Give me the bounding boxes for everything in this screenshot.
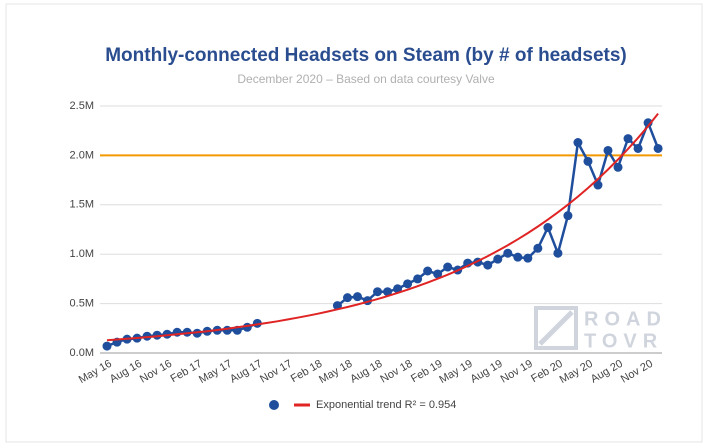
data-point [373,287,383,297]
trend-line [106,112,659,342]
data-point [433,269,443,279]
data-point [102,341,112,351]
data-point [403,279,413,289]
data-point [563,211,573,221]
watermark: ROAD TOVR [534,306,667,352]
watermark-logo [538,310,574,346]
watermark-logo [534,306,578,350]
data-point [613,162,623,172]
data-point [643,118,653,128]
data-point [593,180,603,190]
watermark-text: TOVR [584,330,663,352]
y-tick-label: 2.0M [70,149,94,161]
y-tick-label: 0.5M [70,298,94,310]
y-tick-label: 1.5M [70,199,94,211]
data-point [423,266,433,276]
y-tick-label: 2.5M [70,100,94,112]
data-point [533,243,543,253]
data-point [623,134,633,144]
data-point [393,284,403,294]
y-tick-label: 1.0M [70,248,94,260]
data-point [603,145,613,155]
data-point [342,293,352,303]
data-point [383,287,393,297]
card [5,3,703,443]
data-point [513,252,523,262]
data-point [222,325,232,335]
data-point [633,143,643,153]
watermark-text: ROAD [584,308,667,330]
data-point [443,262,453,272]
data-point [523,253,533,263]
data-point [493,254,503,264]
chart-title: Monthly-connected Headsets on Steam (by … [105,45,627,66]
data-point [583,156,593,166]
legend-marker [269,400,279,410]
data-point [503,248,513,258]
data-point [353,292,362,302]
data-point [483,260,493,270]
data-point [413,274,423,284]
legend-label: Exponential trend R² = 0.954 [316,399,456,411]
data-point [543,223,553,233]
data-point [573,138,583,148]
data-point [653,143,663,153]
y-tick-label: 0.0M [70,347,94,359]
data-point [553,248,563,258]
chart-subtitle: December 2020 – Based on data courtesy V… [237,72,495,86]
